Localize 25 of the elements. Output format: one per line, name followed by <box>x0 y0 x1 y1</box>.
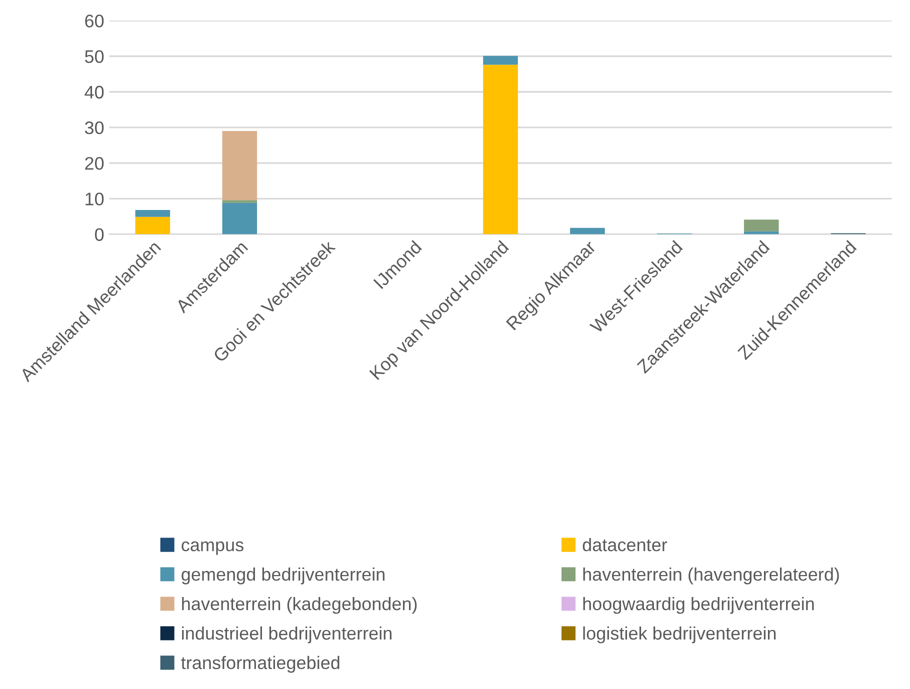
y-tick-label: 30 <box>84 121 104 134</box>
y-tick-label: 20 <box>85 157 104 170</box>
bar <box>744 220 779 232</box>
legend-label: datacenter <box>582 538 668 552</box>
legend-label: gemengd bedrijventerrein <box>182 568 384 584</box>
bar <box>135 216 170 234</box>
bar <box>222 131 258 200</box>
y-tick-label: 50 <box>84 50 104 63</box>
legend-label: industrieel bedrijventerrein <box>182 626 392 644</box>
bar <box>570 228 605 234</box>
y-tick-label: 60 <box>85 14 104 28</box>
legend-label: haventerrein (kadegebonden) <box>182 596 417 614</box>
y-tick-label: 0 <box>95 228 104 241</box>
bar <box>135 210 170 217</box>
legend-label: transformatiegebied <box>181 656 340 673</box>
y-tick-label: 40 <box>84 86 104 99</box>
y-tick-label: 10 <box>86 192 104 206</box>
bar <box>222 200 258 203</box>
legend-label: campus <box>182 541 244 555</box>
bar <box>483 64 518 234</box>
bar <box>483 56 518 65</box>
legend-label: logistiek bedrijventerrein <box>583 626 776 644</box>
legend-label: haventerrein (havengerelateerd) <box>583 568 839 584</box>
legend-label: hoogwaardig bedrijventerrein <box>583 596 814 614</box>
bar <box>222 202 258 234</box>
